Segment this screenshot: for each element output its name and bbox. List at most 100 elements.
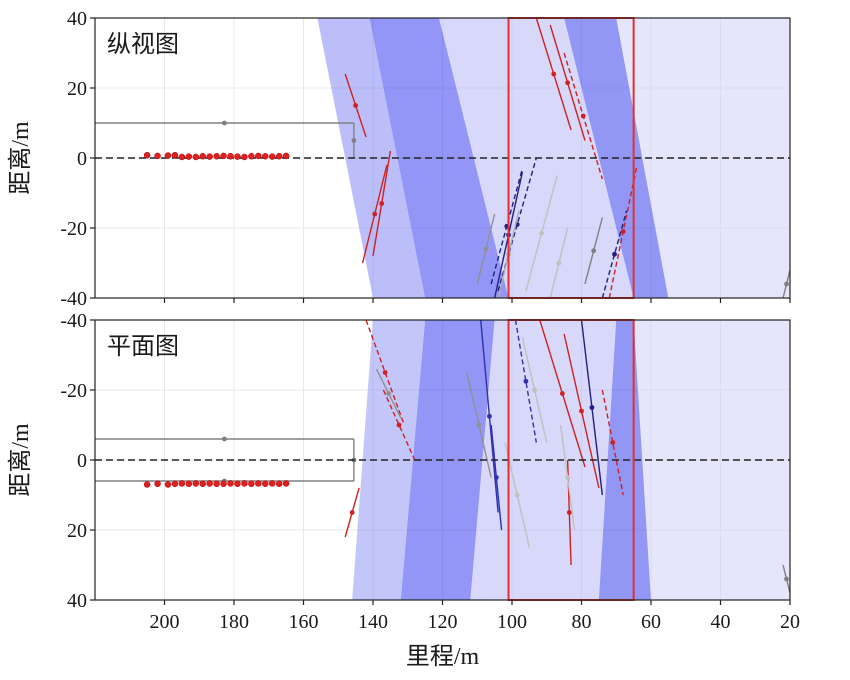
trace-midpoint xyxy=(349,510,355,515)
trace-midpoint xyxy=(539,230,544,236)
trace-midpoint xyxy=(579,408,584,414)
trace-segment xyxy=(382,389,416,461)
trace-midpoint xyxy=(589,405,595,410)
trace-midpoint xyxy=(222,436,227,442)
data-point xyxy=(255,152,262,160)
trace-segment xyxy=(514,320,538,443)
trace-midpoint xyxy=(559,391,565,396)
trace-midpoint xyxy=(476,422,482,428)
y-tick-label: -20 xyxy=(60,380,87,402)
x-tick-label: 140 xyxy=(358,611,388,633)
data-point xyxy=(164,152,172,159)
trace-midpoint xyxy=(396,422,402,428)
trace-midpoint xyxy=(514,492,520,498)
data-point xyxy=(199,153,206,160)
trace-midpoint xyxy=(784,281,789,287)
trace-midpoint xyxy=(551,71,557,77)
y-axis-title: 距离/m xyxy=(7,423,34,497)
data-point xyxy=(192,153,200,161)
trace-midpoint xyxy=(523,378,529,384)
y-tick-label: -20 xyxy=(60,218,87,240)
data-point xyxy=(282,480,290,487)
shaded-band xyxy=(352,320,426,600)
x-tick-label: 100 xyxy=(497,611,527,633)
data-point xyxy=(255,480,262,487)
data-point xyxy=(185,153,193,160)
trace-midpoint xyxy=(591,248,597,254)
trace-midpoint xyxy=(784,576,789,582)
data-point xyxy=(227,480,234,487)
trace-midpoint xyxy=(493,475,499,480)
y-tick-label: 20 xyxy=(67,520,87,542)
trace-midpoint xyxy=(556,260,562,266)
data-point xyxy=(178,480,186,487)
trace-midpoint xyxy=(487,413,492,419)
x-tick-label: 160 xyxy=(289,611,319,633)
x-tick-label: 120 xyxy=(428,611,458,633)
trace-midpoint xyxy=(386,391,392,396)
data-point xyxy=(227,153,234,160)
data-point xyxy=(206,153,213,160)
data-point xyxy=(282,152,290,160)
data-point xyxy=(234,153,241,160)
trace-midpoint xyxy=(372,211,378,217)
data-point xyxy=(248,480,255,488)
y-tick-label: -40 xyxy=(60,310,87,332)
x-tick-label: 40 xyxy=(711,611,731,633)
trace-midpoint xyxy=(532,387,537,393)
x-axis-title: 里程/m xyxy=(406,643,480,670)
trace-midpoint xyxy=(610,440,616,445)
data-point xyxy=(241,153,248,161)
trace-midpoint xyxy=(379,201,385,206)
y-tick-label: 0 xyxy=(77,450,87,472)
y-tick-label: 20 xyxy=(67,78,87,100)
trace-segment xyxy=(601,389,624,496)
trace-midpoint xyxy=(620,229,626,234)
data-point xyxy=(185,480,193,488)
y-tick-label: 40 xyxy=(67,8,87,30)
plot-area xyxy=(95,320,790,600)
data-point xyxy=(164,481,172,488)
data-point xyxy=(206,480,213,487)
y-tick-label: -40 xyxy=(60,288,87,310)
data-point xyxy=(220,480,227,488)
shaded-band xyxy=(470,320,617,600)
panel-title: 纵视图 xyxy=(107,31,179,58)
x-tick-label: 200 xyxy=(150,611,180,633)
data-point xyxy=(268,480,276,487)
x-tick-label: 180 xyxy=(219,611,249,633)
data-point xyxy=(275,153,283,160)
panel-bottom: -40 -20 0 20 40 200 180 160 140 120 100 80 60 40 20 平面图… xyxy=(7,310,800,670)
plot-area xyxy=(95,18,790,298)
data-point xyxy=(213,480,220,488)
data-point xyxy=(248,153,255,160)
trace-segment xyxy=(365,320,405,426)
trace-midpoint xyxy=(483,246,489,252)
data-point xyxy=(262,480,269,488)
trace-midpoint xyxy=(565,475,570,480)
trace-segment xyxy=(601,210,628,298)
y-axis-title: 距离/m xyxy=(7,121,34,195)
data-point xyxy=(275,480,283,488)
x-tick-label: 80 xyxy=(572,611,592,633)
trace-segment xyxy=(497,157,537,292)
trace-midpoint xyxy=(222,120,227,126)
data-point xyxy=(234,480,241,488)
data-point xyxy=(192,480,200,487)
x-tick-label: 20 xyxy=(780,611,800,633)
panel-title: 平面图 xyxy=(107,334,179,360)
data-point xyxy=(241,480,248,487)
data-point xyxy=(213,153,220,160)
data-point xyxy=(143,481,151,488)
trace-midpoint xyxy=(612,251,617,257)
trace-midpoint xyxy=(382,370,388,375)
trace-midpoint xyxy=(351,138,357,143)
data-point xyxy=(178,153,186,161)
y-tick-label: 0 xyxy=(77,148,87,170)
data-point xyxy=(154,480,161,488)
trace-midpoint xyxy=(565,80,570,86)
y-tick-label: 40 xyxy=(67,590,87,612)
data-point xyxy=(154,152,161,160)
